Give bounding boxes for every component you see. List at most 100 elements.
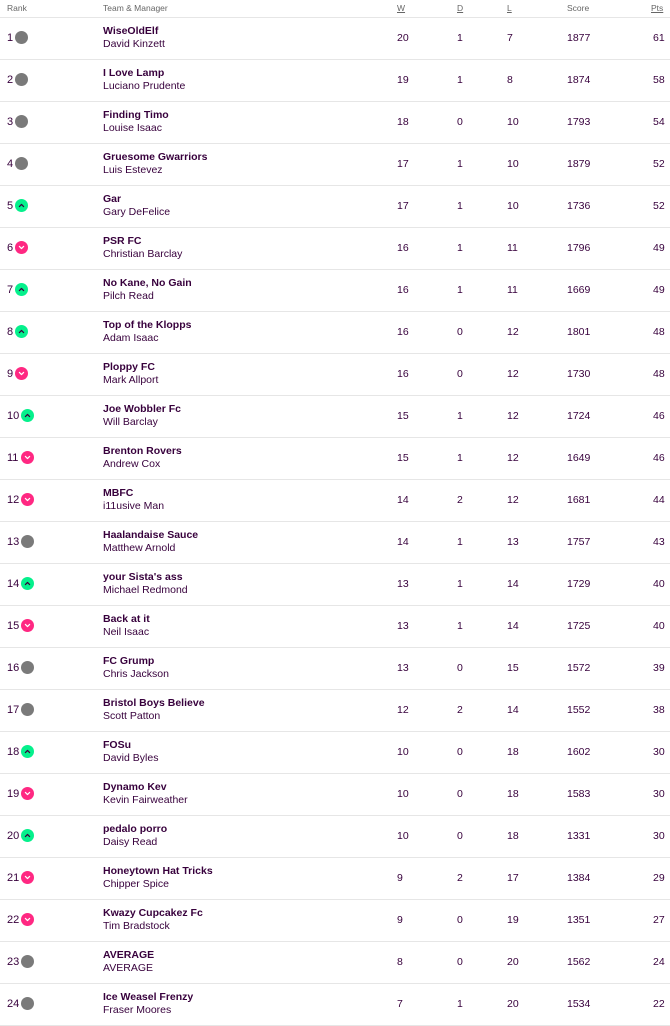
team-name-link[interactable]: Ice Weasel Frenzy [103,991,194,1003]
team-name-link[interactable]: your Sista's ass [103,571,183,583]
table-row[interactable]: 21 Honeytown Hat Tricks Chipper Spice 9 2 17 1… [0,858,670,900]
team-name-link[interactable]: No Kane, No Gain [103,277,192,289]
team-name-link[interactable]: Honeytown Hat Tricks [103,865,213,877]
team-name-link[interactable]: PSR FC [103,235,142,247]
losses-value: 12 [507,452,519,464]
score-value: 1351 [567,914,591,926]
manager-name: Scott Patton [103,710,161,722]
chevron-down-icon [21,913,34,926]
draws-value: 2 [457,494,463,506]
table-row[interactable]: 1 WiseOldElf David Kinzett 20 1 7 1877 61 [0,18,670,60]
team-name-link[interactable]: Finding Timo [103,109,169,121]
rank-number: 4 [7,158,14,170]
rank-number: 8 [7,326,14,338]
manager-name: Adam Isaac [103,332,159,344]
header-losses[interactable]: L [507,3,512,13]
draws-value: 0 [457,746,463,758]
team-name-link[interactable]: pedalo porro [103,823,168,835]
score-value: 1384 [567,872,591,884]
header-team-manager[interactable]: Team & Manager [103,3,168,13]
table-row[interactable]: 16 FC Grump Chris Jackson 13 0 15 1572 39 [0,648,670,690]
team-name-link[interactable]: Top of the Klopps [103,319,192,331]
chevron-up-icon [21,829,34,842]
header-wins[interactable]: W [397,3,406,13]
team-name-link[interactable]: Gar [103,193,122,205]
table-row[interactable]: 3 Finding Timo Louise Isaac 18 0 10 1793 54 [0,102,670,144]
table-row[interactable]: 19 Dynamo Kev Kevin Fairweather 10 0 18 1583 30 [0,774,670,816]
table-row[interactable]: 18 FOSu David Byles 10 0 18 1602 30 [0,732,670,774]
team-name-link[interactable]: Joe Wobbler Fc [103,403,181,415]
score-value: 1725 [567,620,591,632]
table-row[interactable]: 9 Ploppy FC Mark Allport 16 0 12 1730 48 [0,354,670,396]
rank-number: 14 [7,578,20,590]
manager-name: Christian Barclay [103,248,183,260]
draws-value: 1 [457,536,463,548]
points-value: 49 [653,242,665,254]
losses-value: 7 [507,32,513,44]
table-row[interactable]: 7 No Kane, No Gain Pilch Read 16 1 11 1669 49 [0,270,670,312]
team-name-link[interactable]: FC Grump [103,655,155,667]
losses-value: 12 [507,368,519,380]
table-row[interactable]: 13 Haalandaise Sauce Matthew Arnold 14 1 13 17… [0,522,670,564]
header-score[interactable]: Score [567,3,590,13]
table-row[interactable]: 8 Top of the Klopps Adam Isaac 16 0 12 1801 48 [0,312,670,354]
header-draws[interactable]: D [457,3,464,13]
losses-value: 10 [507,200,519,212]
rank-number: 18 [7,746,20,758]
team-name-link[interactable]: Back at it [103,613,150,625]
table-row[interactable]: 12 MBFC i11usive Man 14 2 12 1681 44 [0,480,670,522]
wins-value: 19 [397,74,409,86]
table-row[interactable]: 24 Ice Weasel Frenzy Fraser Moores 7 1 20 1534… [0,984,670,1026]
table-row[interactable]: 4 Gruesome Gwarriors Luis Estevez 17 1 10 1879… [0,144,670,186]
wins-value: 9 [397,872,403,884]
chevron-up-icon [15,283,28,296]
table-row[interactable]: 6 PSR FC Christian Barclay 16 1 11 1796 49 [0,228,670,270]
table-row[interactable]: 15 Back at it Neil Isaac 13 1 14 1725 40 [0,606,670,648]
losses-value: 17 [507,872,519,884]
team-name-link[interactable]: Kwazy Cupcakez Fc [103,907,203,919]
chevron-down-icon [21,619,34,632]
draws-value: 0 [457,788,463,800]
table-row[interactable]: 5 Gar Gary DeFelice 17 1 10 1736 52 [0,186,670,228]
wins-value: 16 [397,284,409,296]
points-value: 22 [653,998,665,1010]
team-name-link[interactable]: Haalandaise Sauce [103,529,199,541]
header-points[interactable]: Pts [651,3,664,13]
wins-value: 10 [397,830,409,842]
manager-name: Luciano Prudente [103,80,186,92]
team-name-link[interactable]: Brenton Rovers [103,445,182,457]
points-value: 39 [653,662,665,674]
team-name-link[interactable]: WiseOldElf [103,25,159,37]
rank-number: 17 [7,704,20,716]
manager-name: David Byles [103,752,159,764]
circle-icon [21,535,34,548]
team-name-link[interactable]: Gruesome Gwarriors [103,151,208,163]
table-row[interactable]: 2 I Love Lamp Luciano Prudente 19 1 8 1874 58 [0,60,670,102]
rank-number: 9 [7,368,14,380]
table-header: Rank Team & Manager W D L Score Pts [0,0,670,18]
table-row[interactable]: 10 Joe Wobbler Fc Will Barclay 15 1 12 1724 46 [0,396,670,438]
draws-value: 2 [457,704,463,716]
table-row[interactable]: 14 your Sista's ass Michael Redmond 13 1 14 17… [0,564,670,606]
team-name-link[interactable]: FOSu [103,739,131,751]
circle-icon [15,31,28,44]
table-row[interactable]: 11 Brenton Rovers Andrew Cox 15 1 12 1649 46 [0,438,670,480]
wins-value: 16 [397,368,409,380]
team-name-link[interactable]: AVERAGE [103,949,155,961]
draws-value: 1 [457,620,463,632]
team-name-link[interactable]: Dynamo Kev [103,781,167,793]
header-rank[interactable]: Rank [7,3,27,13]
table-row[interactable]: 23 AVERAGE AVERAGE 8 0 20 1562 24 [0,942,670,984]
team-name-link[interactable]: Bristol Boys Believe [103,697,205,709]
team-name-link[interactable]: I Love Lamp [103,67,165,79]
wins-value: 13 [397,578,409,590]
wins-value: 14 [397,536,409,548]
rank-number: 6 [7,242,14,254]
table-row[interactable]: 17 Bristol Boys Believe Scott Patton 12 2 14 1… [0,690,670,732]
table-row[interactable]: 20 pedalo porro Daisy Read 10 0 18 1331 30 [0,816,670,858]
manager-name: Tim Bradstock [103,920,170,932]
team-name-link[interactable]: Ploppy FC [103,361,155,373]
table-row[interactable]: 22 Kwazy Cupcakez Fc Tim Bradstock 9 0 19 1351… [0,900,670,942]
team-name-link[interactable]: MBFC [103,487,134,499]
